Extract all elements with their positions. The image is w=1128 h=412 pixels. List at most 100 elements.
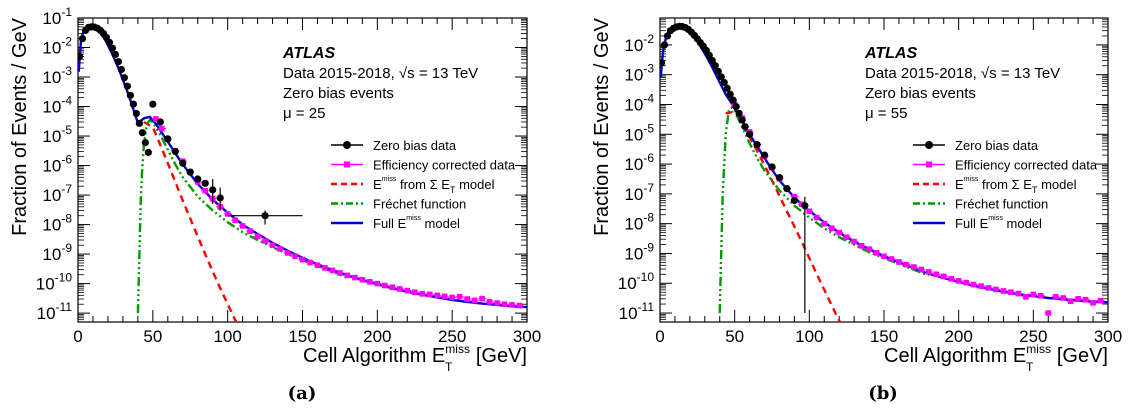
legend-marker <box>925 141 933 149</box>
legend-entry-1: Zero bias data <box>331 138 457 153</box>
data-point <box>449 294 455 301</box>
y-axis-title: Fraction of Events / GeV <box>9 17 31 236</box>
legend-entry-4: Fréchet function <box>331 197 466 212</box>
data-point <box>141 138 149 147</box>
data-point <box>746 130 754 138</box>
data-point <box>419 291 426 297</box>
data-point <box>1075 296 1081 302</box>
panel-caption: (a) <box>288 383 317 404</box>
legend-marker <box>343 141 351 149</box>
data-point <box>262 238 268 244</box>
info-line-3: μ = 55 <box>865 105 907 122</box>
data-point <box>1008 289 1014 296</box>
x-tick-label: 0 <box>655 327 664 346</box>
data-point <box>970 281 977 288</box>
plot-area <box>660 22 1108 322</box>
legend-entry-5: Full Emiss model <box>913 214 1042 231</box>
series-zero-bias-data <box>660 22 809 314</box>
data-point <box>232 217 238 224</box>
data-point <box>129 100 137 108</box>
data-point <box>464 296 470 302</box>
data-point <box>708 56 716 65</box>
data-point <box>224 211 231 217</box>
data-point <box>494 300 500 306</box>
y-tick-label: 10-4 <box>42 94 72 117</box>
chart-panel-2: 0 50 100 150 200 250 300 10-11 10-10 10-9 10-8 10-7… <box>591 17 1122 404</box>
data-point <box>738 116 746 124</box>
legend-entry-2: Efficiency corrected data <box>913 158 1098 173</box>
panel-caption: (b) <box>868 383 898 404</box>
data-point <box>978 283 984 289</box>
x-axis-title: Cell Algorithm Emiss T [GeV] <box>884 342 1108 374</box>
legend-label: Efficiency corrected data <box>373 158 516 173</box>
data-point <box>164 135 172 143</box>
legend-label: Fréchet function <box>373 197 466 212</box>
data-point <box>471 297 478 304</box>
data-point <box>858 243 865 249</box>
y-tick-label: 10-2 <box>42 35 72 58</box>
data-point <box>933 271 940 278</box>
y-tick-label: 10-5 <box>624 121 654 144</box>
y-tick-label: 10-10 <box>36 271 73 294</box>
info-line-2: Zero bias events <box>283 85 394 102</box>
data-point <box>123 82 131 90</box>
legend-entry-5: Full Emiss model <box>331 214 460 231</box>
data-point <box>806 208 813 215</box>
data-point <box>108 44 117 52</box>
data-point <box>144 148 152 156</box>
data-point <box>1000 288 1007 294</box>
data-point <box>105 38 114 46</box>
data-point <box>660 41 669 49</box>
data-point <box>711 62 719 70</box>
data-point <box>78 35 87 43</box>
data-point <box>873 250 880 256</box>
data-point <box>963 279 969 286</box>
x-tick-label: 100 <box>213 327 241 346</box>
info-line-1: Data 2015-2018, √s = 13 TeV <box>283 65 478 82</box>
x-tick-label: 100 <box>795 327 823 346</box>
data-point <box>216 194 224 202</box>
series-zero-bias-data <box>78 23 303 225</box>
data-point <box>1097 297 1104 304</box>
data-point <box>948 276 954 282</box>
data-point <box>663 32 672 40</box>
data-point <box>247 228 253 234</box>
data-point <box>277 246 283 252</box>
data-point <box>456 293 463 300</box>
y-tick-label: 10-11 <box>619 300 655 323</box>
data-point <box>352 274 358 281</box>
data-point <box>171 147 179 156</box>
data-point <box>1023 294 1029 300</box>
info-line-3: μ = 25 <box>283 105 325 122</box>
data-point <box>985 285 992 291</box>
data-point <box>1038 292 1044 299</box>
y-tick-label: 10-2 <box>624 32 654 55</box>
data-point <box>307 259 313 266</box>
legend-label: Emiss from Σ ET model <box>955 175 1077 195</box>
data-point <box>843 234 850 241</box>
atlas-label: ATLAS <box>282 45 335 62</box>
data-point <box>441 293 448 300</box>
y-tick-label: 10-9 <box>624 240 654 263</box>
data-point <box>426 291 433 298</box>
y-tick-label: 10-9 <box>42 241 72 264</box>
data-point <box>1045 310 1052 316</box>
data-point <box>775 174 784 182</box>
y-tick-label: 10-6 <box>624 151 654 174</box>
data-point <box>783 185 791 193</box>
data-point <box>911 264 917 270</box>
data-point <box>479 295 485 302</box>
data-point <box>717 73 725 81</box>
data-point <box>660 59 666 67</box>
x-axis-title: Cell Algorithm Emiss T [GeV] <box>303 342 527 374</box>
data-point <box>159 125 165 132</box>
data-point <box>78 52 84 60</box>
data-point <box>940 273 947 280</box>
data-point <box>732 102 740 111</box>
data-point <box>1015 290 1022 297</box>
y-tick-label: 10-7 <box>42 182 72 205</box>
data-point <box>851 238 857 245</box>
data-point <box>179 159 187 167</box>
data-point <box>396 286 403 292</box>
data-point <box>814 214 820 221</box>
